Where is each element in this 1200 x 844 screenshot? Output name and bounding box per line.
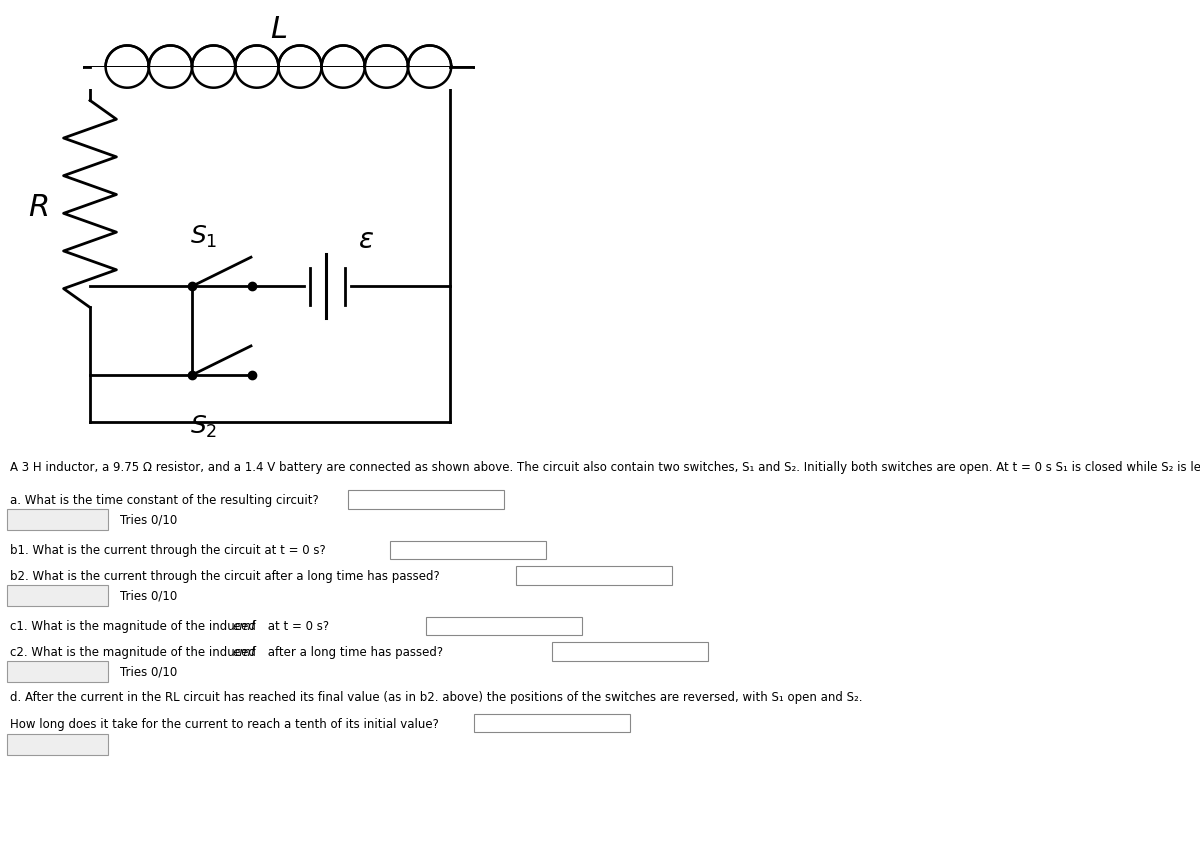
- Text: Submit Answer: Submit Answer: [18, 667, 97, 676]
- Text: A 3 H inductor, a 9.75 Ω resistor, and a 1.4 V battery are connected as shown ab: A 3 H inductor, a 9.75 Ω resistor, and a…: [10, 460, 1200, 473]
- Text: Tries 0/10: Tries 0/10: [120, 665, 178, 678]
- Text: d. After the current in the RL circuit has reached its final value (as in b2. ab: d. After the current in the RL circuit h…: [10, 690, 862, 703]
- Text: after a long time has passed?: after a long time has passed?: [264, 645, 443, 658]
- FancyBboxPatch shape: [7, 661, 108, 682]
- Text: Tries 0/10: Tries 0/10: [120, 589, 178, 602]
- Text: Submit Answer: Submit Answer: [18, 591, 97, 600]
- FancyBboxPatch shape: [7, 585, 108, 606]
- Text: c2. What is the magnitude of the induced: c2. What is the magnitude of the induced: [10, 645, 256, 658]
- Text: b2. What is the current through the circuit after a long time has passed?: b2. What is the current through the circ…: [10, 569, 439, 582]
- Text: emf: emf: [233, 645, 256, 658]
- FancyBboxPatch shape: [7, 734, 108, 755]
- FancyBboxPatch shape: [426, 617, 582, 636]
- Text: b1. What is the current through the circuit at t = 0 s?: b1. What is the current through the circ…: [10, 544, 325, 557]
- Text: c1. What is the magnitude of the induced: c1. What is the magnitude of the induced: [10, 619, 256, 633]
- Text: $\varepsilon$: $\varepsilon$: [358, 227, 374, 254]
- Text: Tries 0/10: Tries 0/10: [120, 513, 178, 526]
- Text: How long does it take for the current to reach a tenth of its initial value?: How long does it take for the current to…: [10, 717, 438, 730]
- Text: Submit Answer: Submit Answer: [18, 515, 97, 524]
- Text: Submit Answer: Submit Answer: [18, 740, 97, 749]
- FancyBboxPatch shape: [552, 642, 708, 661]
- Bar: [84, 68, 473, 90]
- FancyBboxPatch shape: [390, 541, 546, 560]
- Text: at t = 0 s?: at t = 0 s?: [264, 619, 329, 633]
- Text: a. What is the time constant of the resulting circuit?: a. What is the time constant of the resu…: [10, 493, 318, 506]
- Text: $S_2$: $S_2$: [191, 413, 217, 440]
- FancyBboxPatch shape: [348, 490, 504, 509]
- Text: $S_1$: $S_1$: [191, 223, 217, 250]
- Text: $R$: $R$: [29, 192, 48, 222]
- FancyBboxPatch shape: [7, 509, 108, 530]
- FancyBboxPatch shape: [474, 714, 630, 733]
- FancyBboxPatch shape: [516, 566, 672, 585]
- Text: $L$: $L$: [270, 14, 287, 45]
- Text: emf: emf: [233, 619, 256, 633]
